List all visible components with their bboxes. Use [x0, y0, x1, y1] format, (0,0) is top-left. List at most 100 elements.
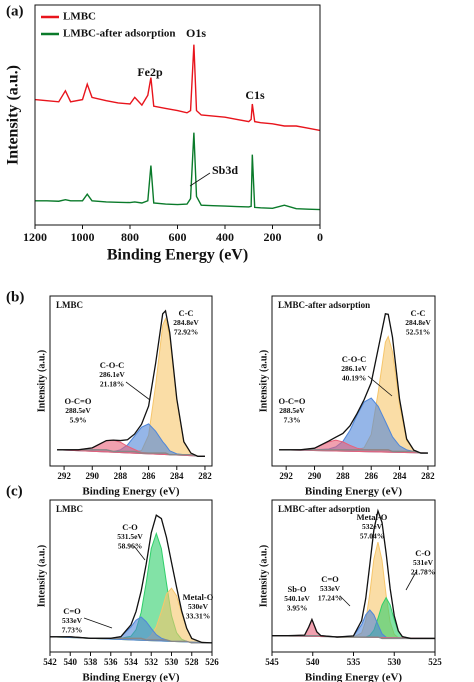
x-tick-label: 286: [364, 471, 378, 481]
legend-label: LMBC-after adsorption: [63, 28, 176, 40]
panel-label: (a): [6, 3, 24, 19]
plot-frame: [49, 295, 213, 467]
peak-annotation: Metal-O: [357, 512, 388, 522]
x-tick-label: 200: [264, 230, 282, 244]
annotation-arrow: [83, 617, 113, 629]
y-axis-label: Intensity (a.u.): [36, 545, 47, 608]
peak-annotation: C=O: [321, 574, 339, 584]
peak-annotation: 533eV: [320, 584, 341, 593]
spectrum-line: [272, 508, 435, 640]
x-axis-label: Binding Energy (eV): [305, 672, 403, 682]
x-tick-label: 526: [205, 657, 219, 667]
spectrum-line: [279, 449, 428, 454]
panel-title: LMBC: [56, 300, 83, 310]
panel-title: LMBC-after adsorption: [278, 504, 370, 514]
peak-annotation: 21.18%: [100, 380, 124, 389]
peak-annotation: C-C: [410, 308, 425, 318]
x-tick-label: 800: [121, 230, 139, 244]
panel-title: LMBC: [56, 504, 83, 514]
peak-annotation: 58.96%: [118, 542, 142, 551]
peak-annotation: C-O-C: [342, 354, 367, 364]
annotation-arrow: [189, 172, 211, 187]
peak-annotation: 530eV: [188, 602, 209, 611]
legend-label: LMBC: [63, 11, 96, 23]
peak-annotation: O-C=O: [278, 396, 305, 406]
peak-annotation: C-O: [122, 522, 138, 532]
x-axis-label: Binding Energy (eV): [107, 247, 248, 264]
x-tick-label: 535: [347, 657, 361, 667]
peak-annotation: 533eV: [62, 616, 83, 625]
peak-annotation: 532eV: [362, 522, 383, 531]
x-axis-label: Binding Energy (eV): [82, 672, 180, 682]
component-peak: [271, 609, 436, 639]
peak-annotation: 531eV: [413, 558, 434, 567]
peak-annotation: C-O: [415, 548, 431, 558]
x-tick-label: 400: [216, 230, 234, 244]
plot-frame: [271, 295, 436, 467]
spectrum-line: [57, 449, 205, 457]
x-tick-label: 288: [114, 471, 128, 481]
x-tick-label: 538: [84, 657, 98, 667]
spectrum-line: [57, 309, 205, 457]
x-tick-label: 282: [421, 471, 435, 481]
panel-label: (c): [6, 483, 23, 499]
spectrum-line: [50, 514, 213, 644]
x-tick-label: 290: [308, 471, 322, 481]
x-tick-label: 534: [124, 657, 138, 667]
peak-annotation: O1s: [186, 26, 206, 40]
peak-annotation: 57.04%: [360, 532, 384, 541]
peak-annotation: Sb3d: [212, 163, 238, 177]
x-tick-label: 542: [43, 657, 57, 667]
peak-annotation: 531.5eV: [117, 532, 143, 541]
x-tick-label: 284: [393, 471, 407, 481]
peak-annotation: 288.5eV: [279, 406, 305, 415]
x-tick-label: 530: [165, 657, 179, 667]
y-axis-label: Intensity (a.u.): [258, 545, 269, 608]
x-tick-label: 540: [64, 657, 78, 667]
x-tick-label: 532: [145, 657, 159, 667]
peak-annotation: 286.1eV: [341, 364, 367, 373]
peak-annotation: O-C=O: [64, 396, 91, 406]
peak-annotation: 284.8eV: [173, 318, 199, 327]
x-tick-label: 284: [170, 471, 184, 481]
peak-annotation: Fe2p: [137, 65, 163, 79]
x-tick-label: 536: [104, 657, 118, 667]
annotation-arrow: [405, 571, 417, 591]
peak-annotation: 288.5eV: [65, 406, 91, 415]
x-tick-label: 0: [317, 230, 323, 244]
peak-annotation: C1s: [245, 88, 265, 102]
x-tick-label: 290: [86, 471, 100, 481]
peak-annotation: 7.73%: [62, 626, 83, 635]
x-tick-label: 292: [279, 471, 293, 481]
x-tick-label: 288: [336, 471, 350, 481]
spectrum-line: [272, 635, 435, 640]
peak-annotation: 540.1eV: [284, 594, 310, 603]
annotation-arrow: [367, 375, 393, 397]
spectrum-line: [35, 132, 321, 211]
x-tick-label: 530: [388, 657, 402, 667]
spectrum-line: [279, 313, 428, 454]
x-tick-label: 1000: [71, 230, 95, 244]
peak-annotation: 5.9%: [70, 416, 87, 425]
panel-title: LMBC-after adsorption: [278, 300, 370, 310]
peak-annotation: 284.8eV: [405, 318, 431, 327]
x-tick-label: 545: [265, 657, 279, 667]
annotation-arrow: [125, 381, 151, 401]
x-tick-label: 525: [428, 657, 442, 667]
peak-annotation: 286.1eV: [99, 370, 125, 379]
peak-annotation: 52.51%: [406, 328, 430, 337]
peak-annotation: 17.24%: [318, 594, 342, 603]
annotation-arrow: [133, 545, 146, 561]
peak-annotation: 3.95%: [287, 604, 308, 613]
peak-annotation: 40.19%: [342, 374, 366, 383]
x-axis-label: Binding Energy (eV): [305, 486, 403, 498]
panel-label: (b): [6, 289, 24, 305]
x-tick-label: 1200: [23, 230, 47, 244]
x-tick-label: 528: [185, 657, 199, 667]
x-tick-label: 540: [306, 657, 320, 667]
peak-annotation: Sb-O: [288, 584, 307, 594]
x-axis-label: Binding Energy (eV): [82, 486, 180, 498]
peak-annotation: 7.3%: [284, 416, 301, 425]
peak-annotation: 72.92%: [174, 328, 198, 337]
